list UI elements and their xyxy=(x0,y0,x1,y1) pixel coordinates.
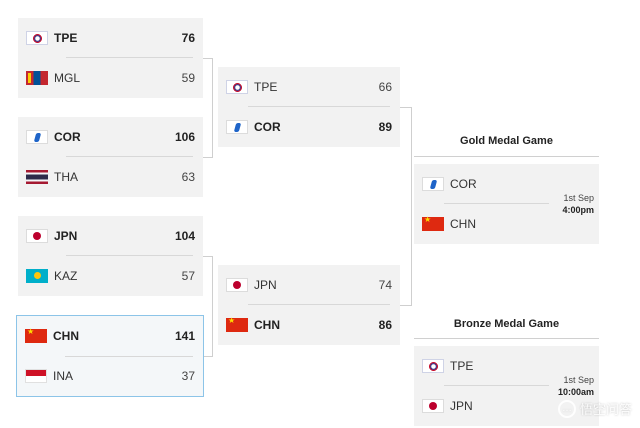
gold-medal-card[interactable]: COR CHN 1st Sep 4:00pm xyxy=(414,164,599,244)
team-code: KAZ xyxy=(54,269,78,283)
team-score: 104 xyxy=(174,229,195,243)
chn-flag-icon xyxy=(422,215,444,231)
watermark: … 悟空问答 xyxy=(557,399,632,418)
tpe-flag-icon xyxy=(422,359,444,373)
jpn-flag-icon xyxy=(226,278,248,292)
bracket-connector xyxy=(212,256,213,357)
team-score: 89 xyxy=(378,120,392,134)
team-row[interactable]: CHN xyxy=(414,204,599,244)
game-schedule: 1st Sep 4:00pm xyxy=(562,192,594,216)
team-score: 141 xyxy=(174,329,195,343)
team-row[interactable]: TPE 76 xyxy=(18,18,203,58)
team-row[interactable]: JPN 74 xyxy=(218,265,400,305)
game-date: 1st Sep xyxy=(563,375,594,385)
ina-flag-icon xyxy=(25,369,47,383)
team-row[interactable]: THA 63 xyxy=(18,157,203,197)
tpe-flag-icon xyxy=(26,31,48,45)
team-code: TPE xyxy=(54,31,78,45)
qf2-card[interactable]: COR 106 THA 63 xyxy=(18,117,203,197)
bracket-connector xyxy=(411,107,412,306)
game-time: 4:00pm xyxy=(562,205,594,215)
team-row[interactable]: COR 106 xyxy=(18,117,203,157)
team-code: THA xyxy=(54,170,78,184)
bracket-connector xyxy=(400,305,412,306)
chn-flag-icon xyxy=(25,327,47,343)
bracket-connector xyxy=(203,157,213,158)
team-code: JPN xyxy=(54,229,78,243)
game-schedule: 1st Sep 10:00am xyxy=(558,374,594,398)
row-divider xyxy=(66,156,193,157)
cor-flag-icon xyxy=(226,120,248,134)
tha-flag-icon xyxy=(26,170,48,184)
team-row[interactable]: MGL 59 xyxy=(18,58,203,98)
team-code: TPE xyxy=(450,359,474,373)
team-row[interactable]: TPE 66 xyxy=(218,67,400,107)
tpe-flag-icon xyxy=(226,80,248,94)
team-score: 106 xyxy=(174,130,195,144)
team-row[interactable]: CHN 86 xyxy=(218,305,400,345)
heading-underline xyxy=(414,156,599,157)
team-score: 63 xyxy=(181,170,195,184)
watermark-text: 悟空问答 xyxy=(579,402,632,417)
team-code: COR xyxy=(450,177,477,191)
bracket-connector xyxy=(203,256,213,257)
team-score: 74 xyxy=(378,278,392,292)
jpn-flag-icon xyxy=(422,399,444,413)
team-code: INA xyxy=(53,369,74,383)
team-code: CHN xyxy=(450,217,476,231)
cor-flag-icon xyxy=(26,130,48,144)
jpn-flag-icon xyxy=(26,229,48,243)
chn-flag-icon xyxy=(226,316,248,332)
team-row[interactable]: COR 89 xyxy=(218,107,400,147)
team-code: CHN xyxy=(53,329,79,343)
team-code: COR xyxy=(254,120,281,134)
gold-medal-heading: Gold Medal Game xyxy=(460,135,553,147)
team-row[interactable]: TPE xyxy=(414,346,599,386)
cor-flag-icon xyxy=(422,177,444,191)
row-divider xyxy=(65,356,193,357)
team-score: 59 xyxy=(181,71,195,85)
row-divider xyxy=(248,304,390,305)
team-score: 37 xyxy=(181,369,195,383)
row-divider xyxy=(66,255,193,256)
team-score: 86 xyxy=(378,318,392,332)
bronze-medal-heading: Bronze Medal Game xyxy=(453,318,560,330)
team-code: TPE xyxy=(254,80,278,94)
mgl-flag-icon xyxy=(26,71,48,85)
team-row[interactable]: CHN 141 xyxy=(17,316,203,356)
team-row[interactable]: JPN xyxy=(414,386,599,426)
team-row[interactable]: KAZ 57 xyxy=(18,256,203,296)
row-divider xyxy=(444,203,549,204)
row-divider xyxy=(66,57,193,58)
qf1-card[interactable]: TPE 76 MGL 59 xyxy=(18,18,203,98)
chat-bubble-icon: … xyxy=(557,399,576,418)
team-code: MGL xyxy=(54,71,81,85)
team-row[interactable]: INA 37 xyxy=(17,356,203,396)
kaz-flag-icon xyxy=(26,269,48,283)
team-score: 66 xyxy=(378,80,392,94)
team-score: 76 xyxy=(181,31,195,45)
team-code: JPN xyxy=(254,278,277,292)
team-code: JPN xyxy=(450,399,473,413)
bracket-connector xyxy=(400,107,412,108)
heading-underline xyxy=(414,338,599,339)
sf2-card[interactable]: JPN 74 CHN 86 xyxy=(218,265,400,345)
team-code: CHN xyxy=(254,318,280,332)
game-date: 1st Sep xyxy=(563,193,594,203)
qf4-card[interactable]: CHN 141 INA 37 xyxy=(16,315,204,397)
sf1-card[interactable]: TPE 66 COR 89 xyxy=(218,67,400,147)
team-score: 57 xyxy=(181,269,195,283)
team-code: COR xyxy=(54,130,81,144)
row-divider xyxy=(444,385,549,386)
game-time: 10:00am xyxy=(557,387,594,397)
qf3-card[interactable]: JPN 104 KAZ 57 xyxy=(18,216,203,296)
row-divider xyxy=(248,106,390,107)
team-row[interactable]: COR xyxy=(414,164,599,204)
team-row[interactable]: JPN 104 xyxy=(18,216,203,256)
bracket-connector xyxy=(204,356,213,357)
bracket-connector xyxy=(212,58,213,158)
bracket-connector xyxy=(203,58,213,59)
